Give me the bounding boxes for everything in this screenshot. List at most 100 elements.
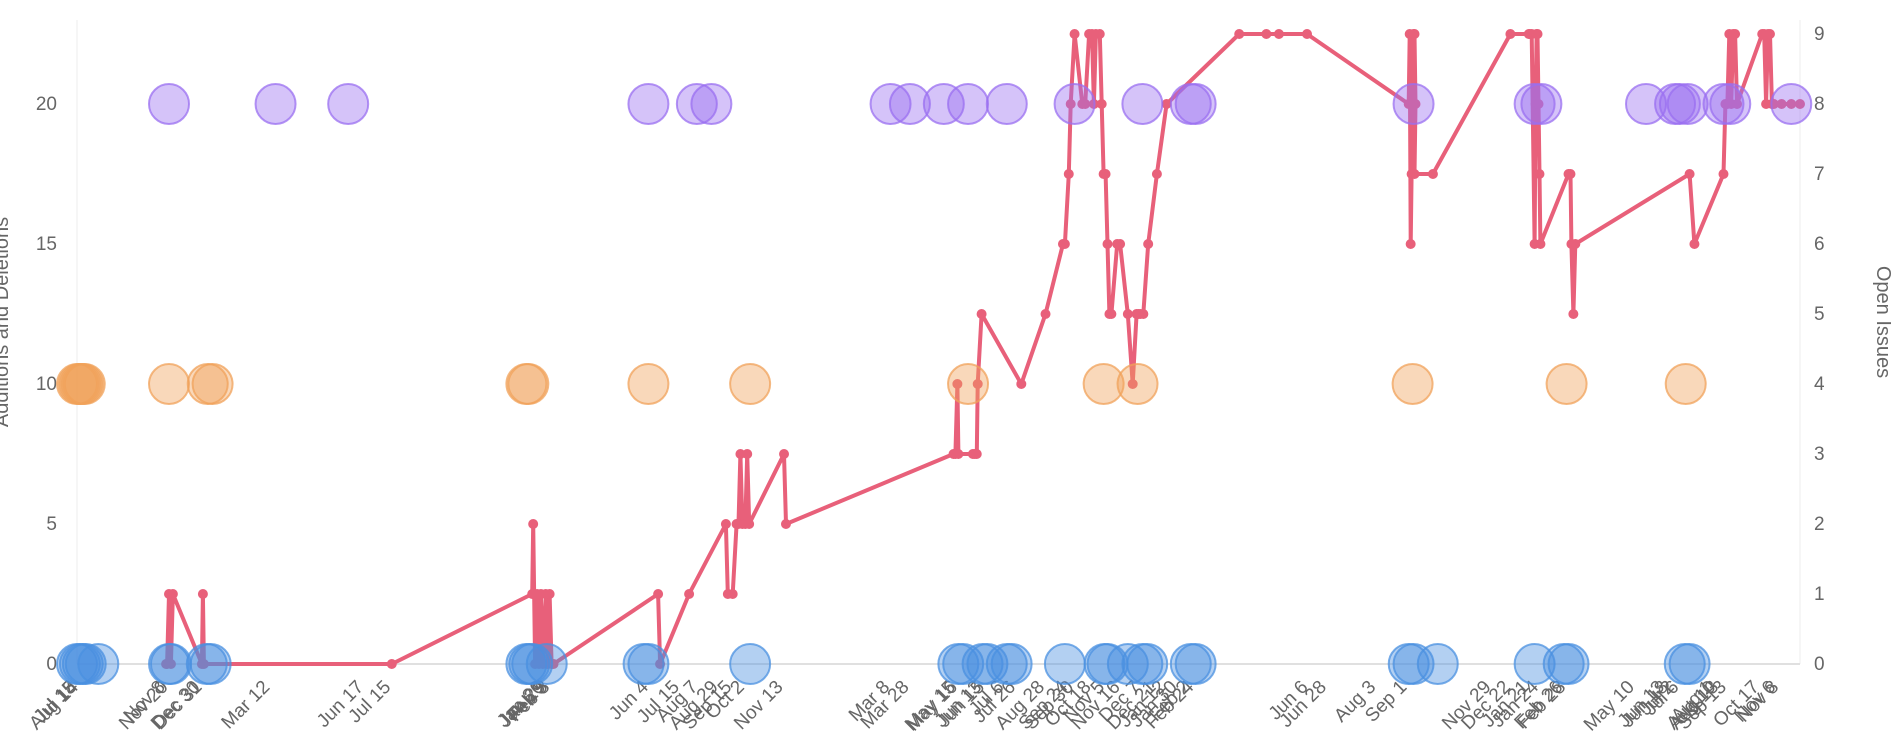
open-issues-point bbox=[952, 379, 963, 389]
scatter-bubble bbox=[507, 363, 550, 405]
open-issues-point bbox=[167, 589, 178, 599]
left-tick-label: 5 bbox=[46, 514, 57, 535]
open-issues-point bbox=[1409, 169, 1420, 179]
open-issues-point bbox=[1151, 169, 1162, 179]
scatter-bubble bbox=[254, 83, 297, 125]
open-issues-point bbox=[1534, 169, 1545, 179]
left-tick-label: 0 bbox=[46, 654, 57, 675]
scatter-bubble bbox=[690, 83, 733, 125]
scatter-bubble bbox=[1625, 83, 1668, 125]
scatter-bubble bbox=[1043, 643, 1086, 685]
open-issues-point bbox=[1261, 29, 1272, 39]
scatter-bubble bbox=[627, 363, 670, 405]
open-issues-point bbox=[1065, 99, 1076, 109]
open-issues-point bbox=[976, 309, 987, 319]
left-tick-label: 15 bbox=[36, 234, 57, 255]
scatter-bubble bbox=[990, 643, 1033, 685]
scatter-bubble bbox=[947, 363, 990, 405]
open-issues-point bbox=[1234, 29, 1245, 39]
x-tick-label: Aug 14 bbox=[25, 676, 83, 734]
right-tick-label: 1 bbox=[1814, 584, 1825, 605]
scatter-bubble bbox=[327, 83, 370, 125]
scatter-bubble bbox=[189, 643, 232, 685]
scatter-bubble bbox=[525, 643, 568, 685]
open-issues-point bbox=[1059, 239, 1070, 249]
scatter-bubble bbox=[1668, 643, 1711, 685]
scatter-bubble bbox=[922, 83, 965, 125]
open-issues-point bbox=[972, 379, 983, 389]
open-issues-point bbox=[1094, 29, 1105, 39]
open-issues-point bbox=[1410, 99, 1421, 109]
scatter-bubble bbox=[1770, 83, 1813, 125]
scatter-bubble bbox=[1392, 643, 1435, 685]
scatter-bubble bbox=[1666, 83, 1709, 125]
open-issues-point bbox=[165, 659, 176, 669]
right-tick-label: 4 bbox=[1814, 374, 1825, 395]
scatter-bubble bbox=[1545, 363, 1588, 405]
open-issues-point bbox=[1405, 239, 1416, 249]
left-tick-label: 20 bbox=[36, 94, 57, 115]
open-issues-point bbox=[1161, 99, 1172, 109]
open-issues-point bbox=[953, 449, 964, 459]
scatter-bubble bbox=[1053, 83, 1096, 125]
open-issues-point bbox=[1505, 29, 1516, 39]
open-issues-point bbox=[1565, 169, 1576, 179]
open-issues-point bbox=[779, 449, 790, 459]
scatter-bubble bbox=[149, 643, 192, 685]
open-issues-point bbox=[1063, 169, 1074, 179]
open-issues-point bbox=[1138, 309, 1149, 319]
open-issues-point bbox=[1684, 169, 1695, 179]
open-issues-point bbox=[1732, 99, 1743, 109]
scatter-bubble bbox=[63, 363, 106, 405]
scatter-bubble bbox=[1174, 643, 1217, 685]
right-tick-label: 7 bbox=[1814, 164, 1825, 185]
scatter-bubble bbox=[77, 643, 120, 685]
right-tick-label: 8 bbox=[1814, 94, 1825, 115]
open-issues-point bbox=[1776, 99, 1787, 109]
open-issues-point bbox=[1127, 379, 1138, 389]
open-issues-point bbox=[1570, 239, 1581, 249]
open-issues-point bbox=[1533, 99, 1544, 109]
scatter-bubble bbox=[627, 643, 670, 685]
scatter-bubble bbox=[1392, 83, 1435, 125]
open-issues-point bbox=[720, 519, 731, 529]
right-tick-label: 3 bbox=[1814, 444, 1825, 465]
right-tick-label: 2 bbox=[1814, 514, 1825, 535]
open-issues-point bbox=[1096, 99, 1107, 109]
x-tick-label: Mar 12 bbox=[218, 677, 275, 734]
scatter-bubble bbox=[947, 83, 990, 125]
series-layer bbox=[56, 29, 1813, 685]
scatter-bubble bbox=[191, 363, 234, 405]
left-axis-title: Additions and Deletions bbox=[0, 217, 13, 427]
scatter-bubble bbox=[1513, 643, 1556, 685]
scatter-bubble bbox=[1082, 363, 1125, 405]
open-issues-point bbox=[198, 659, 209, 669]
open-issues-point bbox=[1764, 29, 1775, 39]
open-issues-point bbox=[548, 659, 559, 669]
open-issues-point bbox=[1409, 29, 1420, 39]
scatter-bubble bbox=[729, 643, 772, 685]
open-issues-point bbox=[1532, 29, 1543, 39]
open-issues-point bbox=[1115, 239, 1126, 249]
scatter-bubble bbox=[511, 643, 554, 685]
open-issues-point bbox=[1535, 239, 1546, 249]
open-issues-point bbox=[528, 519, 539, 529]
open-issues-point bbox=[197, 589, 208, 599]
open-issues-point bbox=[1730, 29, 1741, 39]
left-tick-label: 10 bbox=[36, 374, 57, 395]
open-issues-point bbox=[727, 589, 738, 599]
open-issues-point bbox=[1568, 309, 1579, 319]
scatter-bubble bbox=[627, 83, 670, 125]
left-axis-ticks: 0 5 10 15 20 bbox=[36, 94, 57, 675]
open-issues-point bbox=[1718, 169, 1729, 179]
right-tick-label: 9 bbox=[1814, 24, 1825, 45]
open-issues-point bbox=[1427, 169, 1438, 179]
right-axis-ticks: 0 1 2 3 4 5 6 7 8 9 bbox=[1814, 24, 1825, 675]
open-issues-point bbox=[1122, 309, 1133, 319]
scatter-bubble bbox=[985, 83, 1028, 125]
right-tick-label: 6 bbox=[1814, 234, 1825, 255]
open-issues-point bbox=[1273, 29, 1284, 39]
open-issues-point bbox=[1080, 99, 1091, 109]
right-axis-title: Open Issues bbox=[1872, 266, 1894, 378]
